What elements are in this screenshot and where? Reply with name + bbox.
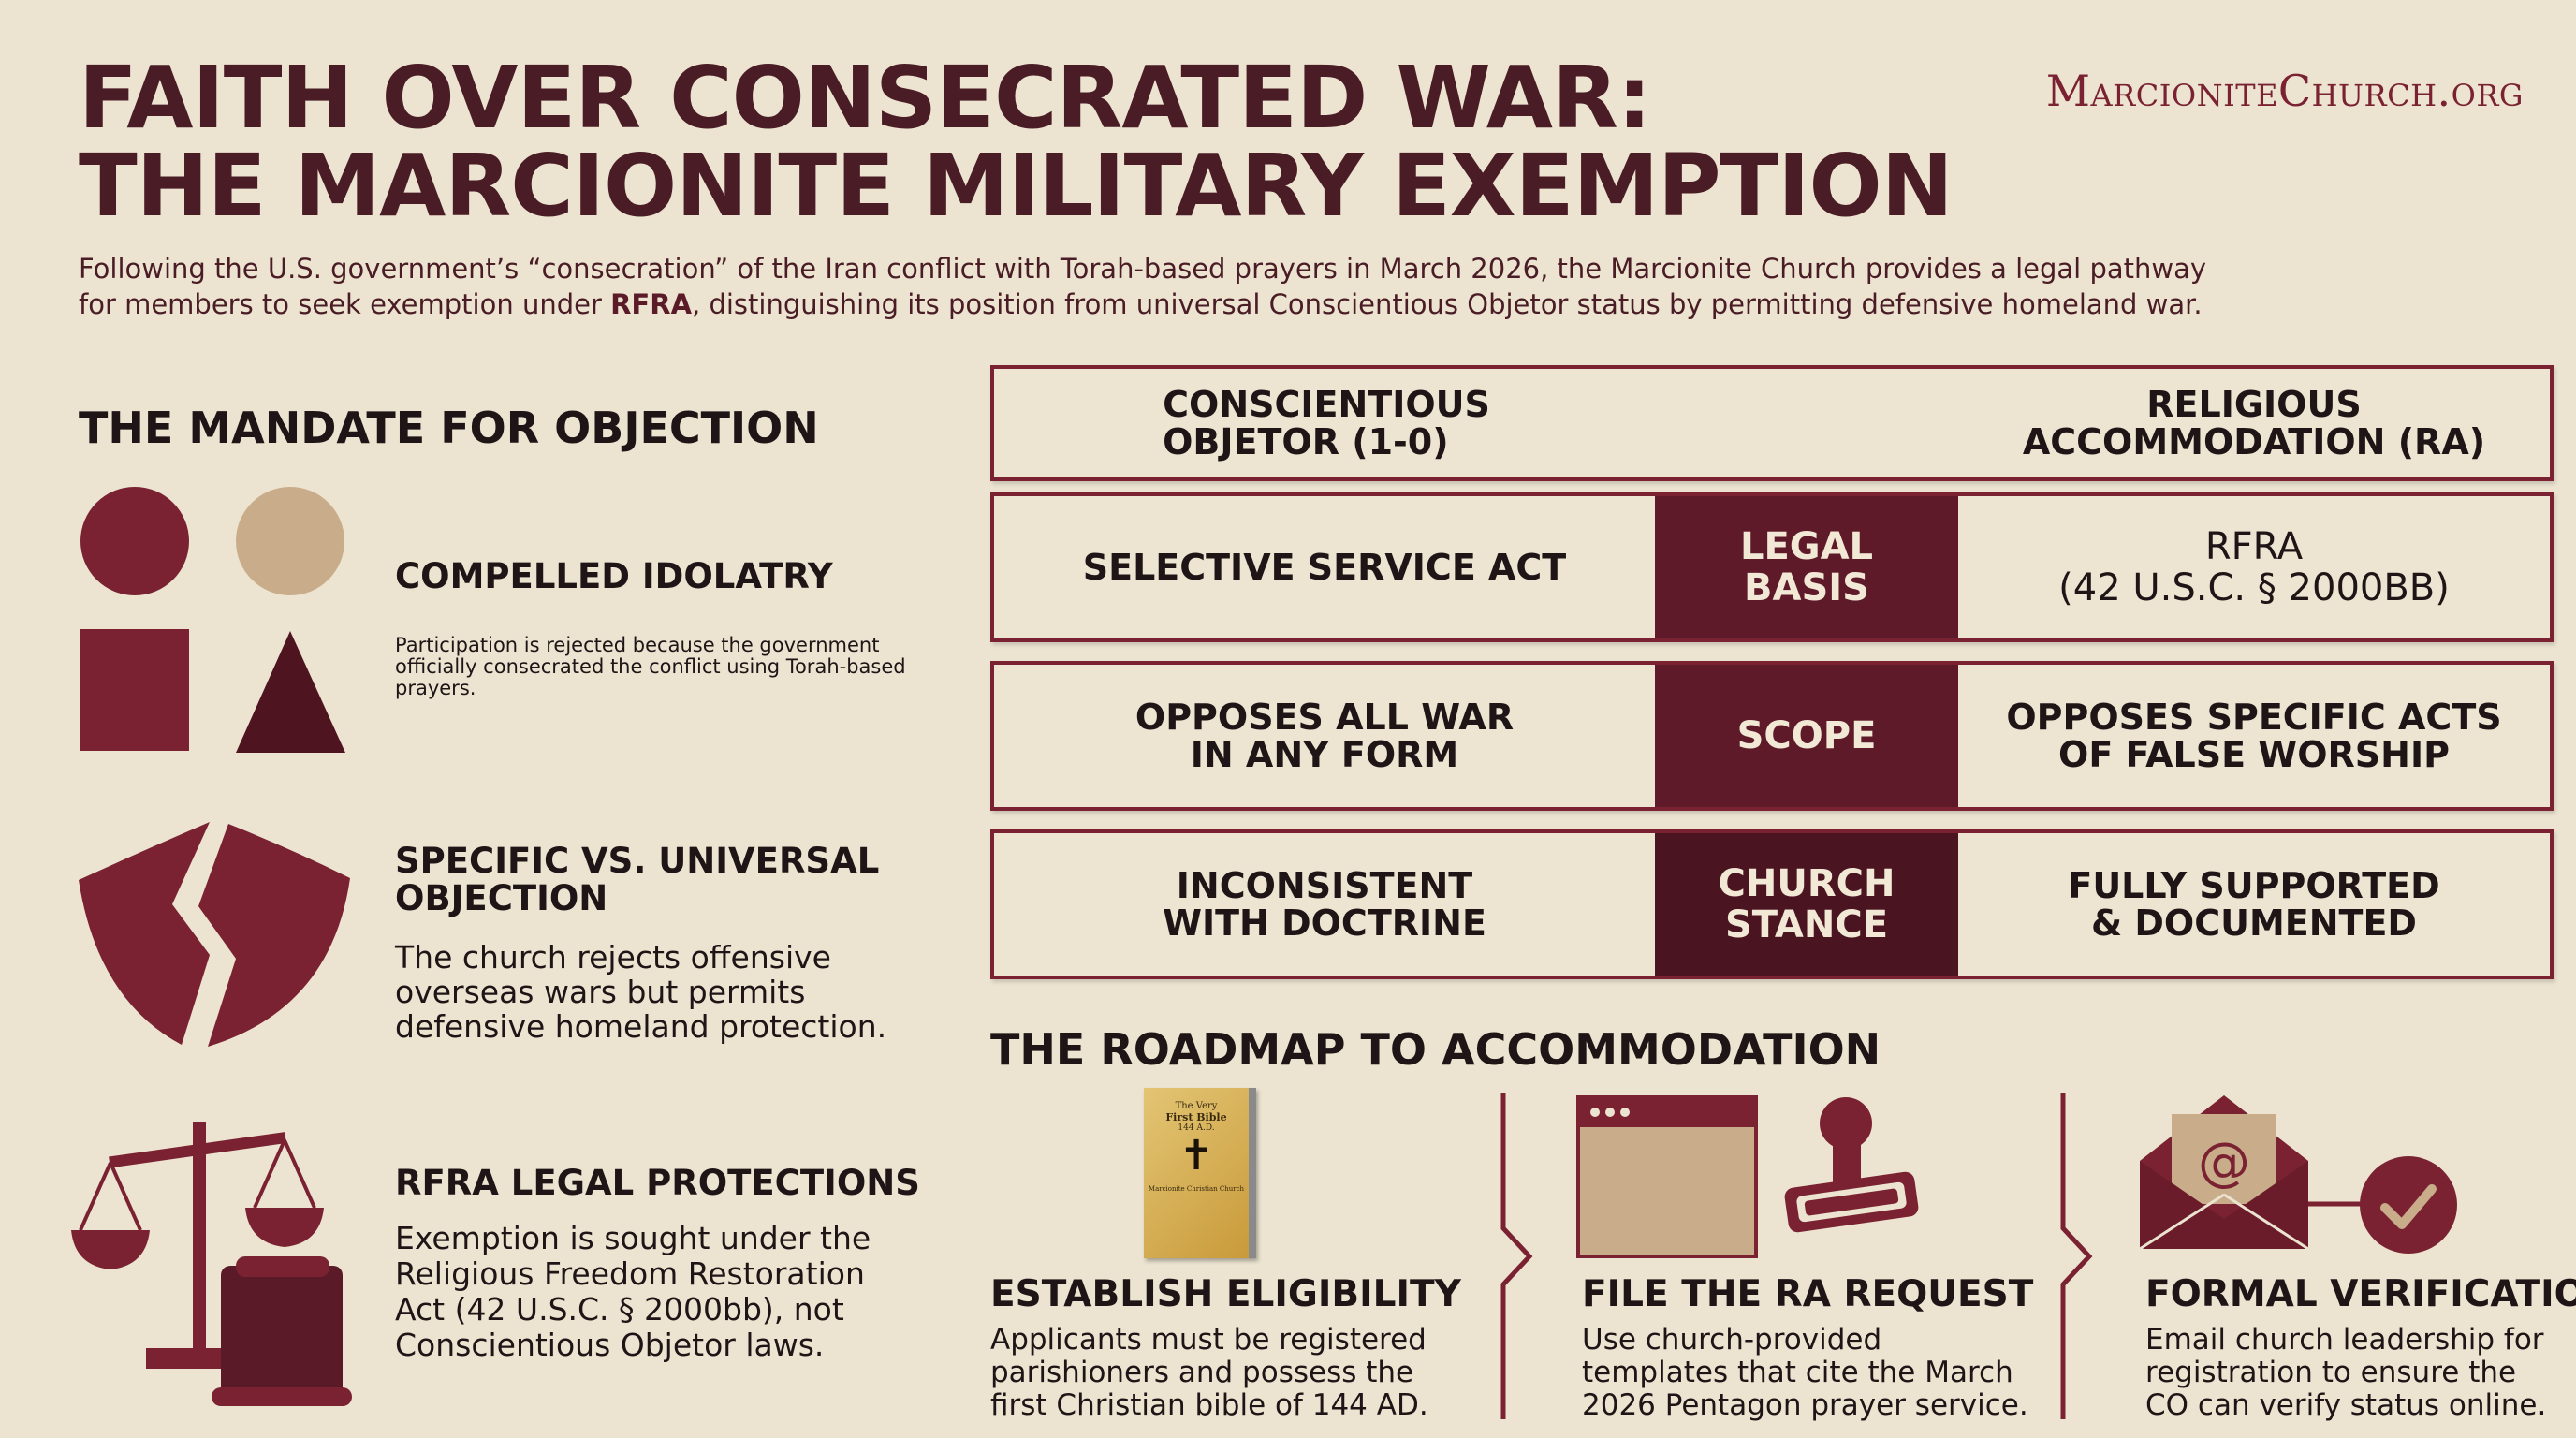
header-right-line-2: ACCOMMODATION (RA) [2022,421,2486,462]
step-title-verification: FORMAL VERIFICATION [2145,1273,2576,1315]
row-right-text: & DOCUMENTED [2091,902,2417,944]
scales-of-justice-icon [71,1122,352,1406]
row-left-text: SELECTIVE SERVICE ACT [1082,547,1567,588]
svg-text:@: @ [2198,1132,2250,1193]
mandate-heading: THE MANDATE FOR OBJECTION [79,403,819,453]
header-religious-accommodation: RELIGIOUS ACCOMMODATION (RA) [1958,369,2550,477]
book-line-2: First Bible [1165,1111,1227,1123]
row-right-text: (42 U.S.C. § 2000BB) [2058,566,2450,609]
row-left-text: OPPOSES ALL WAR [1134,697,1515,738]
subtitle-text: for members to seek exemption under [79,288,611,320]
row-left-cell: OPPOSES ALL WAR IN ANY FORM [994,665,1655,807]
shapes-icon [80,487,345,753]
title-line-1: FAITH OVER CONSECRATED WAR: [79,48,1652,148]
feature-desc-specific-universal: The church rejects offensive overseas wa… [395,939,887,1045]
row-right-text: OF FALSE WORSHIP [2058,734,2450,775]
check-circle-icon [2360,1156,2457,1254]
row-mid-text: STANCE [1724,903,1889,946]
row-mid-text: LEGAL [1739,525,1874,568]
comparison-row-scope: OPPOSES ALL WAR IN ANY FORM SCOPE OPPOSES… [990,661,2554,811]
header-conscientious-objetor: CONSCIENTIOUS OBJETOR (1-0) [994,369,1659,477]
email-envelope-icon: @ [2140,1095,2361,1251]
book-line-4: Marcionite Christian Church [1148,1185,1245,1193]
step-desc-file-request: Use church-provided templates that cite … [1582,1323,2028,1422]
row-left-text: IN ANY FORM [1190,734,1459,775]
feature-title-specific-universal: SPECIFIC VS. UNIVERSAL OBJECTION [395,841,880,918]
row-right-text: RFRA [2204,525,2304,568]
row-mid-text: CHURCH [1718,862,1895,905]
comparison-header: CONSCIENTIOUS OBJETOR (1-0) RELIGIOUS ACCO… [990,365,2554,481]
cross-icon: ✝ [1178,1132,1214,1180]
step-divider-chevron-icon [1500,1093,1533,1419]
row-right-cell: RFRA (42 U.S.C. § 2000BB) [1958,496,2550,638]
row-left-text: INCONSISTENT [1176,865,1473,906]
feature-desc-rfra-protections: Exemption is sought under the Religious … [395,1220,871,1363]
header-right-line-1: RELIGIOUS [2146,384,2362,425]
feature-desc-compelled-idolatry: Participation is rejected because the go… [395,634,906,699]
row-mid-cell: SCOPE [1655,665,1958,807]
row-mid-text: SCOPE [1736,714,1877,757]
roadmap-heading: THE ROADMAP TO ACCOMMODATION [990,1024,1881,1075]
row-left-text: WITH DOCTRINE [1163,902,1486,944]
first-bible-book-icon: The Very First Bible 144 A.D. ✝ Marcioni… [1144,1088,1256,1258]
feature-title-compelled-idolatry: COMPELLED IDOLATRY [395,556,833,596]
row-right-cell: FULLY SUPPORTED & DOCUMENTED [1958,833,2550,976]
comparison-row-legal-basis: SELECTIVE SERVICE ACT LEGAL BASIS RFRA (42… [990,492,2554,642]
page-title: FAITH OVER CONSECRATED WAR: THE MARCIONI… [79,48,1954,236]
subtitle-line-2: for members to seek exemption under RFRA… [79,286,2344,322]
book-line-1: The Very [1175,1101,1218,1111]
header-left-line-2: OBJETOR (1-0) [1163,421,1449,462]
step-desc-eligibility: Applicants must be registered parishione… [990,1323,1428,1422]
row-right-text: OPPOSES SPECIFIC ACTS [2006,697,2502,738]
title-line-2: THE MARCIONITE MILITARY EXEMPTION [79,136,1954,236]
row-left-cell: INCONSISTENT WITH DOCTRINE [994,833,1655,976]
row-mid-cell: CHURCH STANCE [1655,833,1958,976]
book-line-3: 144 A.D. [1178,1123,1215,1133]
browser-window-icon [1576,1095,1758,1258]
row-mid-cell: LEGAL BASIS [1655,496,1958,638]
row-mid-text: BASIS [1744,566,1869,609]
header-left-line-1: CONSCIENTIOUS [1163,384,1490,425]
subtitle-text: , distinguishing its position from unive… [692,288,2203,320]
subtitle-rfra: RFRA [610,288,693,320]
broken-shield-icon [79,822,350,1047]
page-subtitle: Following the U.S. government’s “consecr… [79,251,2344,322]
rubber-stamp-icon [1784,1097,1919,1233]
site-brand-link[interactable]: MarcioniteChurch.org [2045,66,2524,116]
feature-title-rfra-protections: RFRA LEGAL PROTECTIONS [395,1163,920,1203]
step-divider-chevron-icon [2060,1093,2093,1419]
row-right-cell: OPPOSES SPECIFIC ACTS OF FALSE WORSHIP [1958,665,2550,807]
subtitle-line-1: Following the U.S. government’s “consecr… [79,253,2207,285]
row-right-text: FULLY SUPPORTED [2068,865,2440,906]
step-title-eligibility: ESTABLISH ELIGIBILITY [990,1273,1461,1315]
row-left-cell: SELECTIVE SERVICE ACT [994,496,1655,638]
step-desc-verification: Email church leadership for registration… [2145,1323,2547,1422]
comparison-row-church-stance: INCONSISTENT WITH DOCTRINE CHURCH STANCE F… [990,829,2554,979]
step-title-file-request: FILE THE RA REQUEST [1582,1273,2034,1315]
